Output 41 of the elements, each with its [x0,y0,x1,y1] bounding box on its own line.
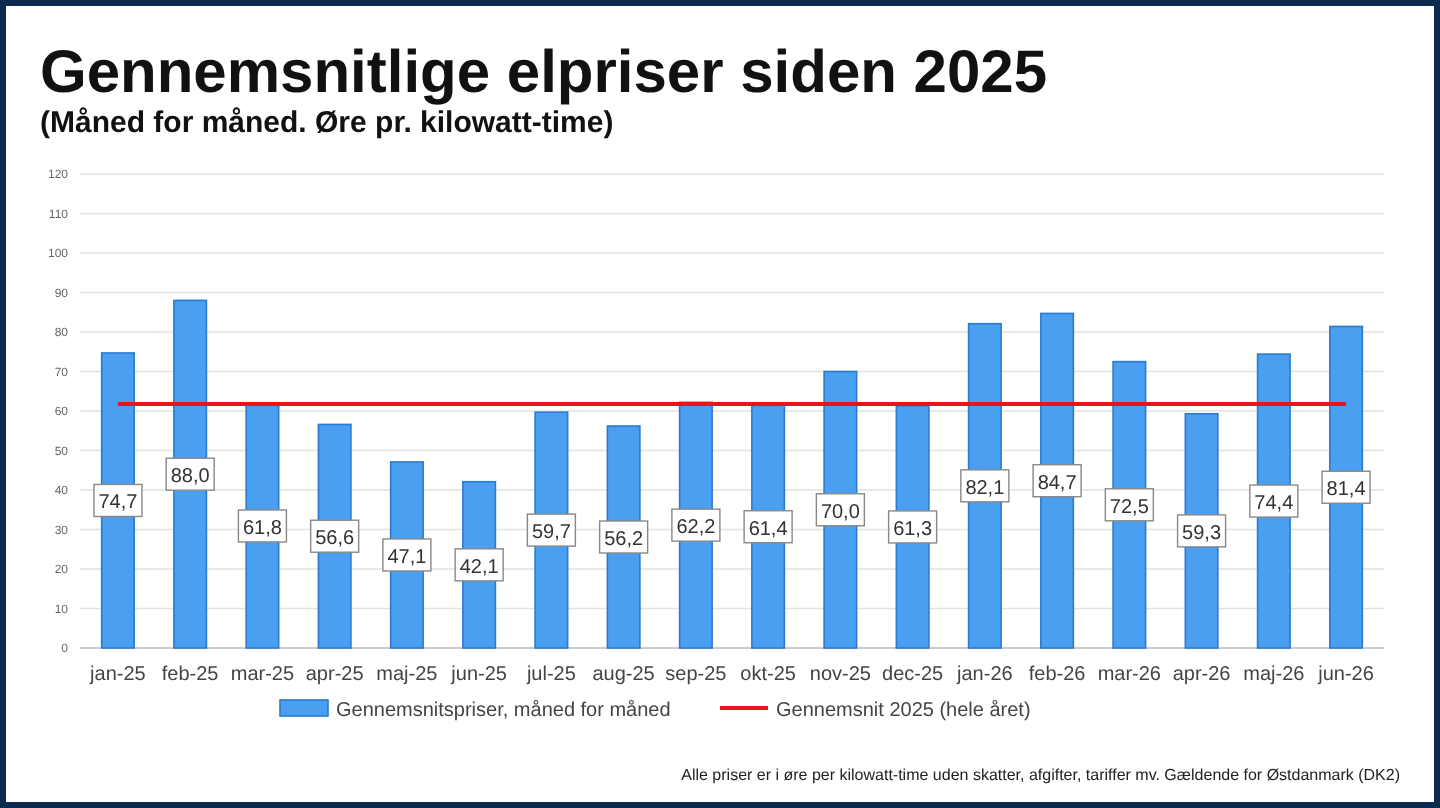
data-label: 61,8 [242,517,283,540]
chart-title: Gennemsnitlige elpriser siden 2025 [40,40,1048,106]
data-label: 42,1 [459,556,500,579]
data-label: 61,4 [748,518,789,541]
data-label: 59,7 [531,522,572,545]
x-tick-label: maj-26 [1243,664,1306,686]
data-label: 82,1 [965,477,1006,500]
x-tick-label: nov-25 [809,664,872,686]
data-label: 74,4 [1254,493,1295,516]
x-tick-label: okt-25 [740,664,797,686]
x-tick-label: jun-26 [1316,664,1375,686]
x-tick-label: jul-25 [524,664,577,686]
data-label: 84,7 [1037,472,1078,495]
x-tick-label: jun-25 [449,664,508,686]
data-label: 62,2 [676,517,717,540]
data-label: 81,4 [1326,479,1367,502]
x-tick-label: jan-25 [88,664,147,686]
data-label: 56,2 [604,529,644,552]
legend-label: Gennemsnit 2025 (hele året) [776,698,1031,722]
x-tick-label: apr-26 [1172,664,1232,686]
x-tick-label: jan-26 [955,664,1014,686]
data-label: 72,5 [1109,496,1150,519]
text: Alle priser er i øre per kilowatt-time uden skatter, afgifter, tariffer mv. Gældende for Østdanmark (DK2) [681,766,1401,784]
data-label: 88,0 [170,466,211,489]
x-tick-label: sep-25 [665,664,728,686]
chart-subtitle: (Måned for måned. Øre pr. kilowatt-time) [40,106,614,140]
data-label: 61,3 [893,518,933,541]
x-tick-label: feb-25 [161,664,220,686]
x-tick-label: aug-25 [592,664,656,686]
x-tick-label: apr-25 [305,664,365,686]
data-label: 56,6 [315,528,355,551]
data-label: 70,0 [820,501,861,524]
data-label: 74,7 [98,492,139,515]
x-tick-label: maj-25 [376,664,439,686]
x-tick-label: mar-25 [230,664,295,686]
data-label: 47,1 [387,546,428,569]
data-label: 59,3 [1182,522,1222,545]
legend-label: Gennemsnitspriser, måned for måned [336,698,671,722]
x-tick-label: feb-26 [1028,664,1087,686]
x-tick-label: mar-26 [1097,664,1162,686]
x-tick-label: dec-25 [882,664,945,686]
